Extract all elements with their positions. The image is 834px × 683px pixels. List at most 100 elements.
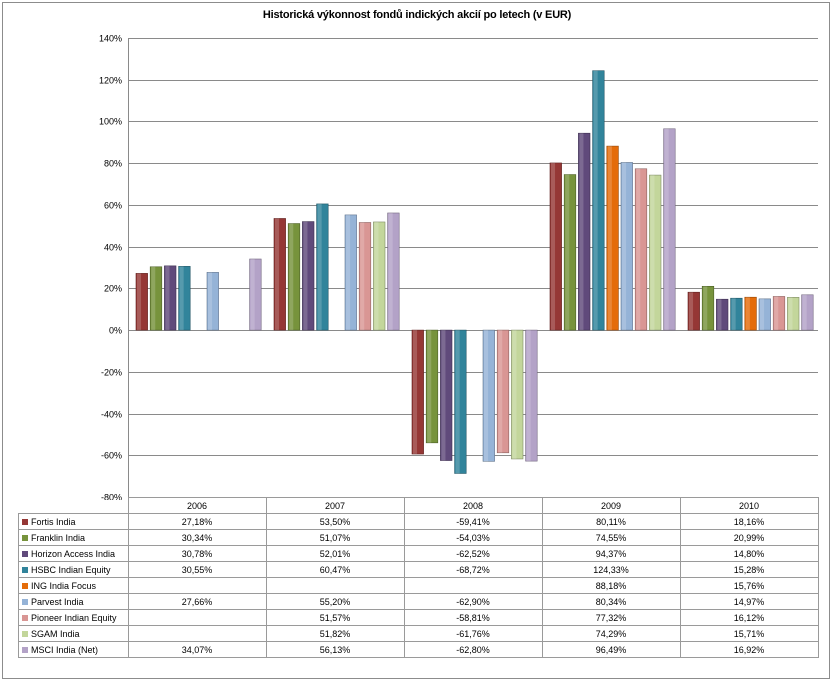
chart-plot: 140% 120% 100% 80% 60% 40% 20% 0% -20% -40% -60% -8… [99,34,819,500]
table-cell: 74,55% [541,529,681,546]
table-cell: 14,97% [679,593,819,610]
bar [525,329,538,462]
bar-highlight [565,174,570,331]
y-tick-label: 140% [99,34,122,44]
bar [387,212,400,331]
table-row: SGAM India 51,82% -61,76% 74,29% 15,71% [18,625,819,642]
data-table: 2006 2007 2008 2009 2010 Fortis India 27,18% 5… [18,497,819,658]
table-cell: 16,92% [679,641,819,658]
series-label: Fortis India [18,513,129,530]
y-tick-label: -20% [101,368,122,378]
series-label: HSBC Indian Equity [18,561,129,578]
bar [620,162,633,331]
bar-highlight [689,292,694,331]
bar [178,266,191,331]
table-cell: -62,80% [403,641,543,658]
series-label: Parvest India [18,593,129,610]
data-table-header: 2006 2007 2008 2009 2010 [18,497,819,514]
table-cell: 51,57% [265,609,405,626]
y-tick-label: -60% [101,451,122,461]
table-cell: 124,33% [541,561,681,578]
bar [287,223,301,331]
bar-highlight [388,212,393,331]
bar [730,297,743,331]
table-row: HSBC Indian Equity 30,55% 60,47% -68,72% 124… [18,561,819,578]
table-cell: 55,20% [265,593,405,610]
legend-key-icon [22,630,28,637]
bar [302,221,315,331]
bar-highlight [664,128,669,331]
bar-highlight [512,330,517,459]
table-cell [127,577,267,594]
legend-key-icon [22,566,28,573]
legend-key-icon [22,550,28,557]
bar-highlight [250,259,255,331]
table-year-header: 2009 [541,497,681,514]
legend-key-icon [22,518,28,525]
table-row: Parvest India 27,66% 55,20% -62,90% 80,34% 14… [18,593,819,610]
table-cell: 77,32% [541,609,681,626]
table-cell: 96,49% [541,641,681,658]
bar [649,174,662,331]
bar-highlight [802,294,807,331]
table-year-header: 2008 [403,497,543,514]
table-cell: 56,13% [265,641,405,658]
table-cell: 51,82% [265,625,405,642]
bar-highlight [208,272,213,331]
table-cell: 15,71% [679,625,819,642]
bar-highlight [317,203,322,331]
table-cell: -62,90% [403,593,543,610]
table-row: Fortis India 27,18% 53,50% -59,41% 80,11% 18,… [18,513,819,530]
y-tick-label: 40% [104,243,122,253]
series-label: Franklin India [18,529,129,546]
y-tick-label: 20% [104,284,122,294]
bar-highlight [593,70,598,331]
bar [549,162,562,331]
table-cell: 60,47% [265,561,405,578]
bar-highlight [289,223,294,331]
bar [358,222,372,331]
table-cell: 30,78% [127,545,267,562]
bar-highlight [551,162,556,331]
bar [149,266,163,331]
table-cell: 15,28% [679,561,819,578]
bar-highlight [717,299,722,331]
table-row: Horizon Access India 30,78% 52,01% -62,52% 9… [18,545,819,562]
bar-highlight [622,162,627,331]
table-corner [18,497,129,514]
series-label: SGAM India [18,625,129,642]
table-cell: 20,99% [679,529,819,546]
bar [496,329,510,454]
table-row: MSCI India (Net) 34,07% 56,13% -62,80% 96,49… [18,641,819,658]
table-year-header: 2007 [265,497,405,514]
y-tick-label: 60% [104,201,122,211]
table-year-header: 2010 [679,497,819,514]
bar [511,329,524,460]
bar [316,203,329,331]
table-cell: 27,18% [127,513,267,530]
table-cell: -62,52% [403,545,543,562]
table-cell: 80,34% [541,593,681,610]
bar [425,329,439,444]
bar-highlight [579,133,584,331]
bar-highlight [137,273,142,331]
bar [164,265,177,331]
table-cell: -58,81% [403,609,543,626]
table-cell [403,577,543,594]
bar-highlight [374,221,379,331]
y-tick-label: 80% [104,159,122,169]
bar-highlight [498,330,503,453]
table-cell: 16,12% [679,609,819,626]
bar-highlight [441,330,446,461]
table-cell: 53,50% [265,513,405,530]
legend-key-icon [22,534,28,541]
table-year-header: 2006 [127,497,267,514]
table-cell: 74,29% [541,625,681,642]
table-cell: -68,72% [403,561,543,578]
series-label: MSCI India (Net) [18,641,129,658]
bar-highlight [346,214,351,331]
bar-highlight [455,330,460,474]
bar [206,272,219,331]
bar [744,296,757,331]
table-cell: -59,41% [403,513,543,530]
